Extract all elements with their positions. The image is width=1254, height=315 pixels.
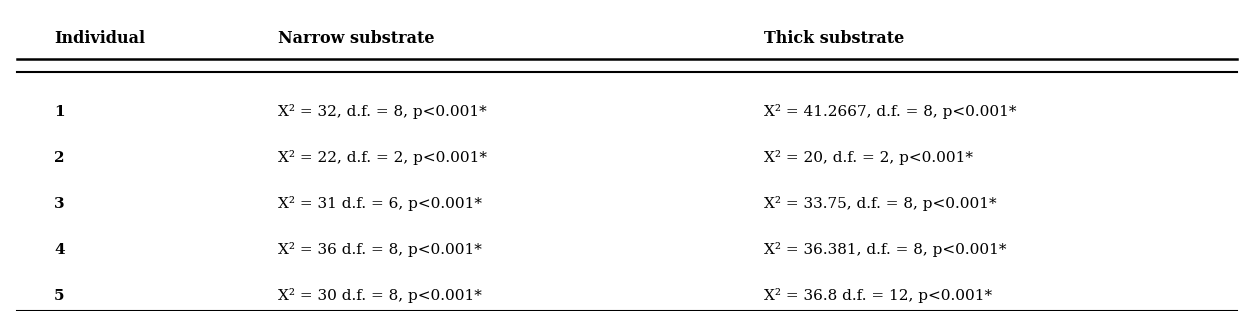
Text: X² = 22, d.f. = 2, p<0.001*: X² = 22, d.f. = 2, p<0.001* <box>278 150 488 165</box>
Text: 5: 5 <box>54 289 64 302</box>
Text: X² = 41.2667, d.f. = 8, p<0.001*: X² = 41.2667, d.f. = 8, p<0.001* <box>764 104 1017 119</box>
Text: Thick substrate: Thick substrate <box>764 30 904 47</box>
Text: X² = 32, d.f. = 8, p<0.001*: X² = 32, d.f. = 8, p<0.001* <box>278 104 487 119</box>
Text: 2: 2 <box>54 151 64 164</box>
Text: X² = 36.8 d.f. = 12, p<0.001*: X² = 36.8 d.f. = 12, p<0.001* <box>764 288 992 303</box>
Text: X² = 31 d.f. = 6, p<0.001*: X² = 31 d.f. = 6, p<0.001* <box>278 196 483 211</box>
Text: 3: 3 <box>54 197 65 210</box>
Text: X² = 20, d.f. = 2, p<0.001*: X² = 20, d.f. = 2, p<0.001* <box>764 150 973 165</box>
Text: X² = 30 d.f. = 8, p<0.001*: X² = 30 d.f. = 8, p<0.001* <box>278 288 482 303</box>
Text: X² = 36 d.f. = 8, p<0.001*: X² = 36 d.f. = 8, p<0.001* <box>278 242 482 257</box>
Text: X² = 36.381, d.f. = 8, p<0.001*: X² = 36.381, d.f. = 8, p<0.001* <box>764 242 1007 257</box>
Text: 4: 4 <box>54 243 65 256</box>
Text: 1: 1 <box>54 105 65 118</box>
Text: Individual: Individual <box>54 30 145 47</box>
Text: X² = 33.75, d.f. = 8, p<0.001*: X² = 33.75, d.f. = 8, p<0.001* <box>764 196 997 211</box>
Text: Narrow substrate: Narrow substrate <box>278 30 435 47</box>
